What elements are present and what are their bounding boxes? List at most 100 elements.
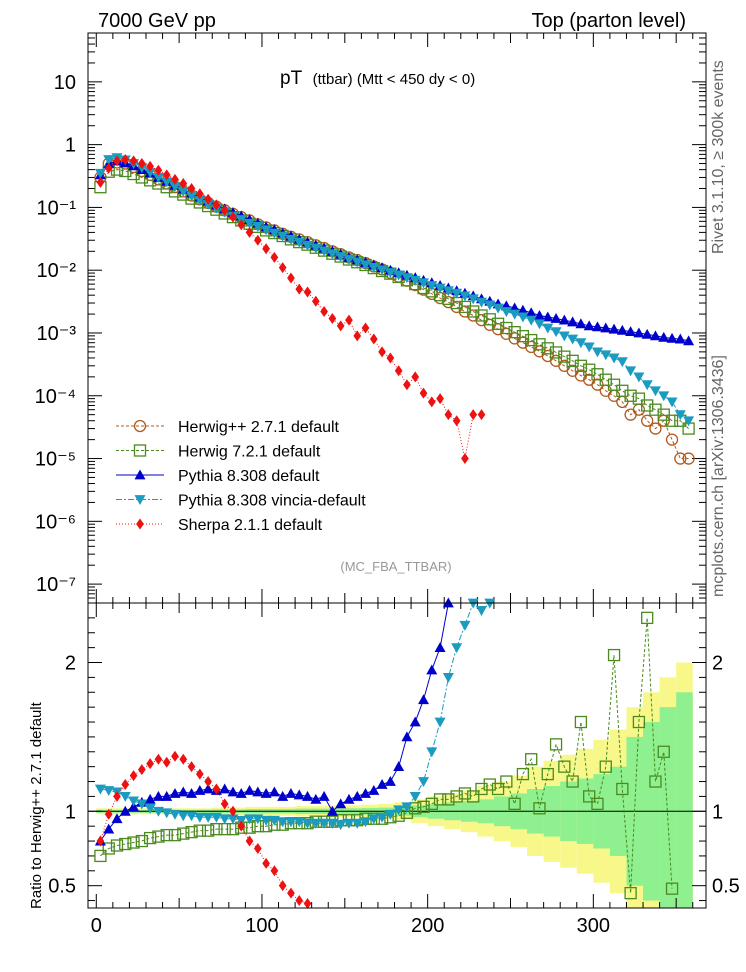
ratio-vincia-point [393, 805, 405, 816]
pythia-point [608, 323, 620, 334]
sherpa-point [461, 453, 469, 465]
ratio-sherpa-point [303, 898, 312, 910]
ratio-vincia-point [335, 820, 347, 831]
ratio-herwig7-point [143, 831, 157, 845]
ratio-vincia-point [409, 792, 421, 802]
ratio-pythia-point [111, 813, 123, 824]
vincia-point [376, 265, 388, 276]
main-ytick-label: 10⁻¹ [37, 197, 77, 219]
ratio-sherpa-point [204, 776, 212, 788]
sherpa-point [469, 409, 478, 421]
ratio-herwig7-point [665, 882, 679, 895]
ratio-xtick-label: 300 [577, 915, 610, 937]
herwig7-point [525, 333, 538, 347]
ratio-herwig7-point [657, 745, 670, 758]
ratio-sherpa-point [113, 790, 121, 802]
sherpa-point [295, 283, 304, 295]
main-ytick-label: 10 [54, 72, 76, 94]
sherpa-point [353, 330, 362, 342]
ratio-herwig7-point [417, 800, 430, 813]
ratio-herwig7-point [433, 793, 447, 806]
ratio-vincia-point [186, 811, 198, 822]
herwig7-line [99, 169, 689, 429]
herwig7-point [516, 330, 530, 343]
ratio-herwig7-point [425, 797, 438, 811]
ratio-herwig7-point [152, 830, 165, 843]
vincia-point [525, 315, 537, 326]
vincia-point [103, 155, 115, 165]
sherpa-point [171, 173, 179, 185]
ratio-herwig7-point [566, 775, 579, 788]
ratio-pythia-point [418, 694, 430, 705]
ratio-herwig7-point [467, 790, 480, 803]
ratio-pythia-point [376, 779, 388, 789]
vincia-point [202, 199, 214, 210]
ratio-ytick-label-right: 1 [712, 801, 723, 823]
ratio-sherpa-point [187, 761, 196, 773]
legend-marker-pythia [134, 469, 146, 480]
sherpa-point [229, 211, 237, 223]
ratio-herwig7-point [508, 797, 521, 811]
ratio-herwig7-point [458, 787, 472, 800]
herwig7-point [467, 305, 480, 318]
vincia-point [558, 331, 570, 342]
ratio-pythia-point [194, 784, 206, 795]
pythia-point [525, 307, 537, 318]
ratio-herwig7-point [583, 790, 596, 803]
ratio-sherpa-point [146, 758, 154, 770]
ratio-sherpa-point [195, 768, 204, 780]
vincia-point [542, 323, 554, 334]
herwig7-point [533, 338, 546, 351]
ratio-vincia-point [144, 803, 156, 814]
ratio-sherpa-point [278, 880, 287, 892]
sherpa-point [154, 164, 163, 176]
vincia-point [683, 416, 695, 427]
sherpa-point [104, 162, 113, 174]
ratio-pythia-point [219, 783, 231, 794]
sherpa-point [336, 320, 345, 332]
sherpa-point [427, 396, 436, 408]
ratio-herwig7-point [160, 828, 173, 842]
ratio-sherpa-point [154, 753, 163, 765]
ratio-pythia-point [152, 790, 164, 801]
ratio-pythia-point [285, 787, 297, 798]
ratio-sherpa-point [270, 865, 279, 877]
vincia-point [244, 218, 256, 229]
ratio-pythia-point [260, 787, 272, 798]
ratio-vincia-point [202, 812, 214, 823]
sherpa-point [237, 219, 246, 231]
vincia-point [451, 288, 463, 299]
pythia-point [658, 331, 670, 342]
legend-label-herwigpp: Herwig++ 2.7.1 default [178, 419, 340, 436]
sherpa-point [179, 178, 188, 190]
ratio-vincia-point [260, 815, 272, 826]
pythia-point [533, 309, 545, 320]
ratio-pythia-point [384, 776, 396, 786]
ratio-herwig7-point [616, 782, 629, 796]
ratio-sherpa-point [104, 808, 113, 820]
ratio-pythia-point [235, 787, 247, 798]
legend-marker-herwigpp [133, 419, 147, 433]
ratio-ytick-label-right: 0.5 [712, 876, 740, 898]
herwig7-point [541, 342, 554, 355]
vincia-point [591, 347, 603, 358]
ratio-vincia-point [177, 811, 189, 822]
herwigpp-point [665, 433, 679, 446]
vincia-point [625, 366, 637, 377]
vincia-point [600, 350, 612, 361]
vincia-point [318, 246, 330, 257]
herwig7-point [458, 300, 472, 314]
ratio-herwig7-point [558, 760, 571, 773]
vincia-point [641, 380, 653, 391]
band-green [676, 692, 693, 908]
ratio-pythia-point [434, 642, 446, 653]
ratio-herwig7-point [574, 715, 588, 729]
vincia-point [310, 243, 322, 254]
ratio-vincia-point [376, 812, 388, 823]
axes-and-ticks: 10 1 10⁻¹ 10⁻² 10⁻³ 10⁻⁴ 10⁻⁵ 10⁻⁶ 10⁻⁷ 0 100 200 30… [35, 32, 740, 937]
ratio-vincia-point [244, 814, 256, 825]
pythia-point [674, 333, 686, 344]
ratio-vincia-point [426, 747, 438, 758]
pythia-point [641, 328, 653, 339]
title-main: pT [280, 68, 303, 89]
